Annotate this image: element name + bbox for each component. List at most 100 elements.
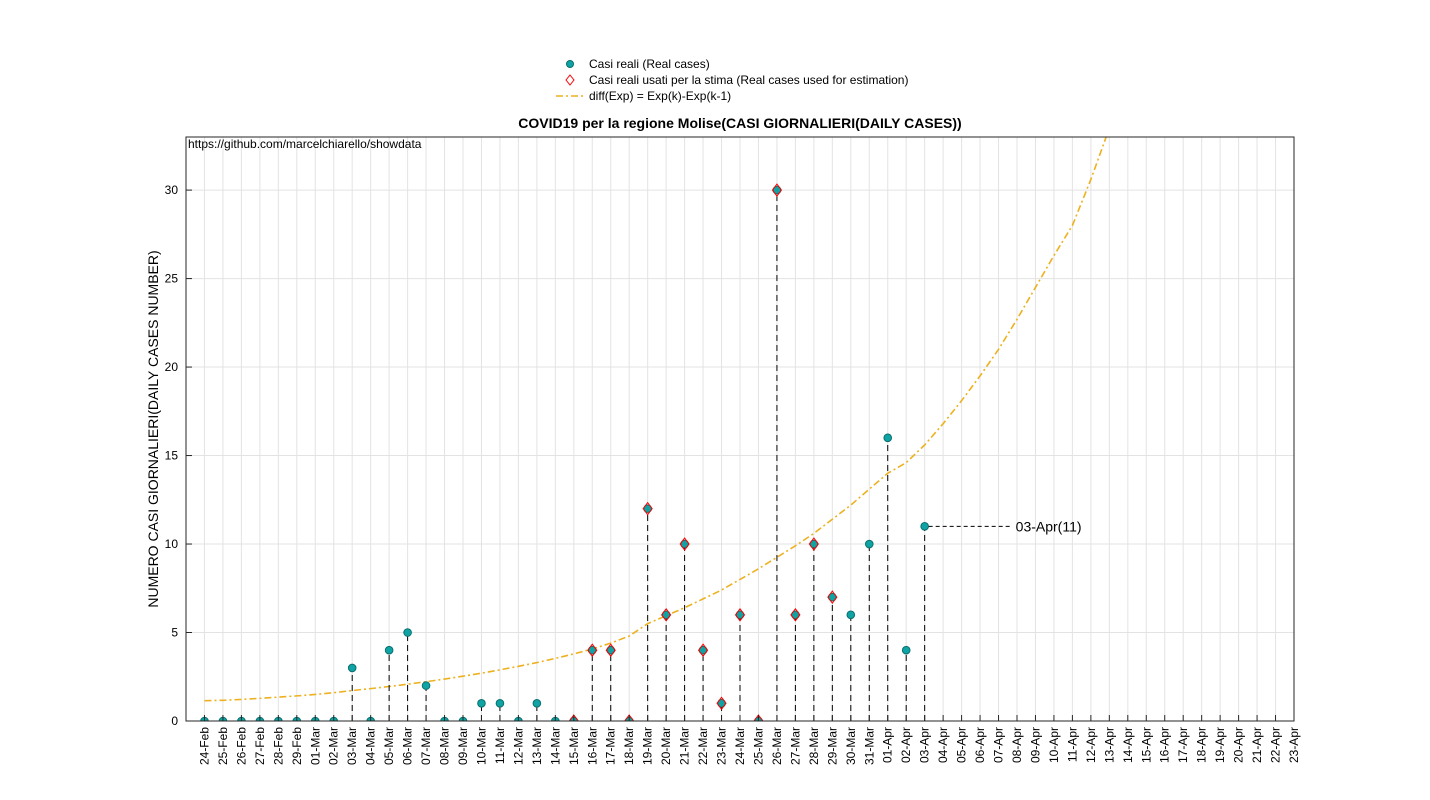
point [347,663,357,673]
point [477,699,486,708]
x-tick-label: 27-Feb [253,727,267,765]
x-tick-label: 05-Mar [382,727,396,765]
point [384,645,394,655]
y-tick-label: 5 [171,626,178,640]
x-tick-label: 03-Apr [918,727,932,763]
diamond-marker [568,714,579,721]
diamond-marker [661,607,672,622]
x-tick-label: 24-Mar [733,727,747,765]
x-tick-label: 12-Apr [1084,727,1098,763]
x-tick-label: 21-Apr [1250,727,1264,763]
x-tick-label: 15-Apr [1139,727,1153,763]
point [809,539,819,549]
x-tick-label: 26-Feb [234,727,248,765]
curve [204,137,1107,702]
x-tick-label: 16-Mar [585,727,599,765]
x-tick-label: 23-Apr [1287,727,1301,763]
y-tick-label: 15 [165,449,179,463]
x-tick-label: 06-Mar [401,727,415,765]
x-tick-label: 25-Mar [751,727,765,765]
x-tick-label: 10-Mar [474,727,488,765]
x-tick-label: 17-Apr [1176,727,1190,763]
x-tick-label: 02-Mar [327,727,341,765]
diamond-marker [827,590,838,604]
diamond-marker [587,643,598,658]
x-tick-label: 14-Apr [1121,727,1135,763]
x-tick-label: 07-Mar [419,727,433,765]
x-tick-label: 30-Mar [844,727,858,765]
point [532,699,542,708]
chart-title: COVID19 per la regione Molise(CASI GIORN… [518,115,961,131]
point [643,504,652,513]
point [883,433,893,443]
diamond-marker [642,501,653,516]
point [772,185,782,195]
x-tick-label: 07-Apr [992,727,1006,763]
x-tick-label: 20-Mar [659,727,673,765]
diamond-marker [734,607,746,622]
x-tick-label: 19-Apr [1213,727,1227,763]
diamond-marker [790,607,801,622]
x-tick-label: 18-Mar [622,727,636,765]
diamond-marker [679,537,690,551]
x-tick-label: 22-Mar [696,727,710,765]
legend-marker [565,74,575,86]
x-tick-label: 04-Mar [364,727,378,765]
x-tick-label: 09-Apr [1028,727,1042,763]
x-tick-label: 09-Mar [456,727,470,765]
diamond-marker [624,714,635,721]
x-tick-label: 17-Mar [604,727,618,765]
x-tick-label: 29-Feb [290,727,304,765]
point [698,645,708,655]
x-tick-label: 31-Mar [862,727,876,765]
point [587,645,597,655]
x-tick-label: 21-Mar [678,727,692,765]
y-tick-label: 30 [165,183,179,197]
x-tick-label: 24-Feb [197,727,211,765]
legend-marker [566,60,574,68]
diamond-marker [697,643,709,658]
x-tick-label: 04-Apr [936,727,950,763]
point [846,610,856,620]
point [680,539,689,549]
x-tick-label: 01-Apr [881,727,895,763]
legend-label: Casi reali (Real cases) [589,57,710,71]
diamond-marker [753,714,764,721]
point [403,628,412,637]
x-tick-label: 28-Feb [271,727,285,765]
x-tick-label: 14-Mar [548,727,562,765]
point [717,699,726,708]
x-tick-label: 13-Mar [530,727,544,765]
x-tick-label: 19-Mar [641,727,655,765]
x-tick-label: 13-Apr [1102,727,1116,763]
x-tick-label: 03-Mar [345,727,359,765]
x-tick-label: 15-Mar [567,727,581,765]
x-tick-label: 10-Apr [1047,727,1061,763]
x-tick-label: 28-Mar [807,727,821,765]
point [495,699,505,708]
x-tick-label: 16-Apr [1158,727,1172,763]
point [606,645,616,655]
x-tick-label: 06-Apr [973,727,987,763]
x-tick-label: 11-Mar [493,727,507,764]
x-tick-label: 12-Mar [511,727,525,765]
x-tick-label: 08-Mar [438,727,452,765]
axes-box [185,136,1295,722]
diamond-marker [808,537,819,551]
x-tick-label: 01-Mar [308,727,322,765]
x-tick-label: 23-Mar [715,727,729,765]
x-tick-label: 08-Apr [1010,727,1024,763]
point [901,645,911,655]
point [920,522,929,531]
y-axis-label: NUMERO CASI GIORNALIERI(DAILY CASES NUMB… [145,250,161,607]
x-tick-label: 11-Apr [1065,727,1079,762]
diamond-marker [716,696,727,711]
point [791,610,800,620]
x-tick-label: 25-Feb [216,727,230,765]
y-tick-label: 20 [165,360,179,374]
point [828,592,837,602]
diamond-marker [771,183,783,197]
x-tick-label: 05-Apr [955,727,969,763]
x-tick-label: 18-Apr [1195,727,1209,763]
